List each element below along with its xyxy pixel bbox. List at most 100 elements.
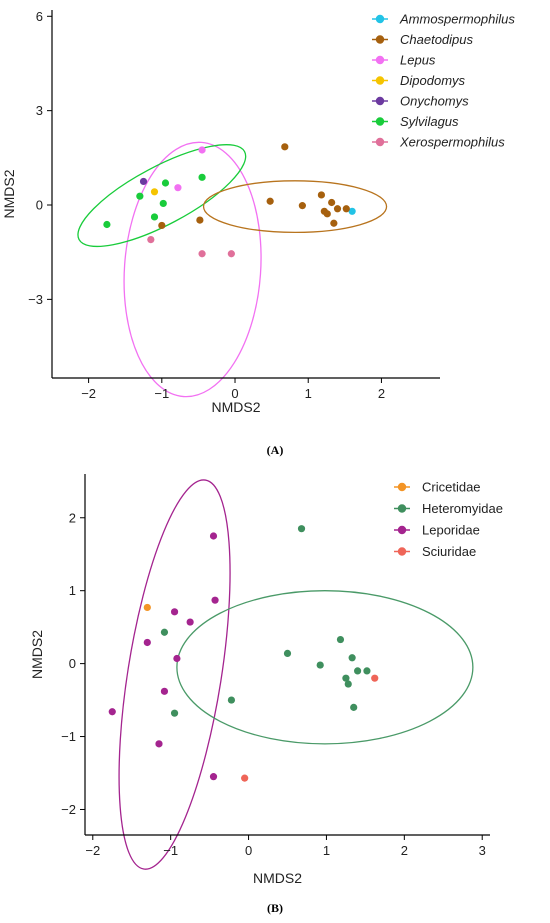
y-tick-label: 3: [36, 103, 43, 118]
y-tick-label: 2: [69, 510, 76, 525]
point-lepus: [174, 184, 182, 192]
point-chaetodipus: [317, 191, 326, 199]
legend: Cricetidae Heteromyidae Leporidae Sciuridae: [394, 480, 503, 559]
point-leporidae: [155, 740, 163, 748]
legend-marker-chaetodipus: [375, 35, 385, 44]
point-heteromyidae: [363, 667, 371, 675]
point-chaetodipus: [196, 216, 204, 224]
legend-label-chaetodipus: Chaetodipus: [400, 32, 473, 47]
point-chaetodipus: [330, 219, 338, 227]
point-sciuridae: [241, 774, 249, 782]
x-tick-label: 0: [245, 843, 252, 858]
legend-marker-cricetidae: [397, 482, 407, 492]
y-tick-label: 1: [69, 583, 76, 598]
y-axis-title: NMDS2: [29, 630, 45, 679]
x-tick-label: 2: [401, 843, 408, 858]
point-xerospermophilus: [227, 250, 235, 258]
y-tick-label: −1: [61, 729, 76, 744]
legend-label-heteromyidae: Heteromyidae: [422, 501, 503, 516]
point-heteromyidae: [316, 661, 324, 669]
x-tick-label: −2: [85, 843, 100, 858]
point-chaetodipus: [328, 198, 336, 207]
point-heteromyidae: [160, 628, 169, 636]
x-tick-label: 2: [378, 386, 385, 401]
y-tick-label: −3: [28, 292, 43, 307]
point-lepus: [198, 146, 206, 154]
point-sylvilagus: [198, 173, 206, 181]
point-leporidae: [160, 687, 169, 695]
x-tick-label: 0: [231, 386, 238, 401]
point-chaetodipus: [281, 143, 289, 151]
point-sylvilagus: [103, 220, 111, 229]
point-chaetodipus: [266, 197, 274, 205]
point-leporidae: [211, 596, 219, 604]
point-chaetodipus: [323, 210, 331, 218]
y-tick-label: 0: [36, 198, 43, 213]
point-heteromyidae: [350, 703, 358, 711]
point-heteromyidae: [227, 696, 236, 704]
point-sylvilagus: [161, 179, 170, 187]
x-tick-label: −1: [154, 386, 169, 401]
point-sciuridae: [371, 674, 379, 682]
legend-marker-sciuridae: [397, 547, 407, 556]
panel-label: (A): [267, 443, 284, 457]
legend-label-ammospermophilus: Ammospermophilus: [399, 12, 515, 27]
point-onychomys: [139, 177, 148, 186]
x-tick-label: 3: [479, 843, 486, 858]
point-cricetidae: [143, 603, 151, 612]
x-tick-label: 1: [323, 843, 330, 858]
legend-label-sciuridae: Sciuridae: [422, 544, 476, 559]
point-heteromyidae: [342, 674, 350, 682]
point-xerospermophilus: [147, 236, 155, 244]
point-heteromyidae: [336, 635, 345, 644]
legend-label-leporidae: Leporidae: [422, 523, 480, 538]
point-heteromyidae: [344, 680, 352, 688]
legend-marker-onychomys: [375, 96, 385, 106]
confidence-ellipse-1: [123, 141, 262, 398]
legend-label-onychomys: Onychomys: [400, 94, 469, 109]
x-tick-label: 1: [305, 386, 312, 401]
confidence-ellipse-2: [77, 144, 247, 248]
legend-marker-leporidae: [397, 525, 407, 535]
point-leporidae: [209, 773, 218, 781]
point-leporidae: [209, 532, 218, 540]
legend-marker-sylvilagus: [375, 117, 385, 126]
point-leporidae: [173, 654, 181, 663]
legend-marker-ammospermophilus: [375, 14, 385, 24]
confidence-ellipse-3: [202, 180, 388, 234]
legend-marker-xerospermophilus: [375, 137, 385, 147]
x-axis-title: NMDS2: [211, 399, 260, 415]
legend-label-dipodomys: Dipodomys: [400, 73, 466, 88]
point-heteromyidae: [353, 667, 362, 675]
legend-marker-dipodomys: [375, 76, 385, 85]
x-axis-title: NMDS2: [253, 870, 302, 886]
legend-label-xerospermophilus: Xerospermophilus: [399, 135, 505, 150]
legend-marker-lepus: [375, 55, 385, 65]
legend-label-cricetidae: Cricetidae: [422, 480, 481, 495]
point-leporidae: [108, 708, 116, 716]
point-heteromyidae: [283, 649, 292, 658]
confidence-ellipse-1: [118, 479, 231, 870]
point-heteromyidae: [348, 654, 356, 662]
point-chaetodipus: [333, 205, 342, 213]
y-tick-label: −2: [61, 802, 76, 817]
point-leporidae: [186, 618, 194, 626]
point-sylvilagus: [136, 192, 144, 200]
point-chaetodipus: [342, 205, 350, 213]
point-xerospermophilus: [198, 250, 206, 258]
panel-label: (B): [267, 901, 283, 915]
panel-a: −2 −1 0 1 2 −3 0 3 6 NMDS2 NMDS2 Ammospermophilus Ch…: [1, 9, 515, 457]
y-tick-label: 0: [69, 656, 76, 671]
legend-label-sylvilagus: Sylvilagus: [400, 114, 459, 129]
point-ammospermophilus: [348, 207, 356, 215]
legend-label-lepus: Lepus: [400, 53, 436, 68]
point-sylvilagus: [150, 213, 159, 221]
x-tick-label: −1: [163, 843, 178, 858]
point-dipodomys: [150, 188, 159, 196]
y-axis-title: NMDS2: [1, 169, 17, 218]
confidence-ellipse-2: [176, 590, 474, 745]
point-chaetodipus: [158, 221, 166, 230]
x-tick-label: −2: [81, 386, 96, 401]
legend: Ammospermophilus Chaetodipus Lepus Dipodomy…: [372, 12, 515, 150]
